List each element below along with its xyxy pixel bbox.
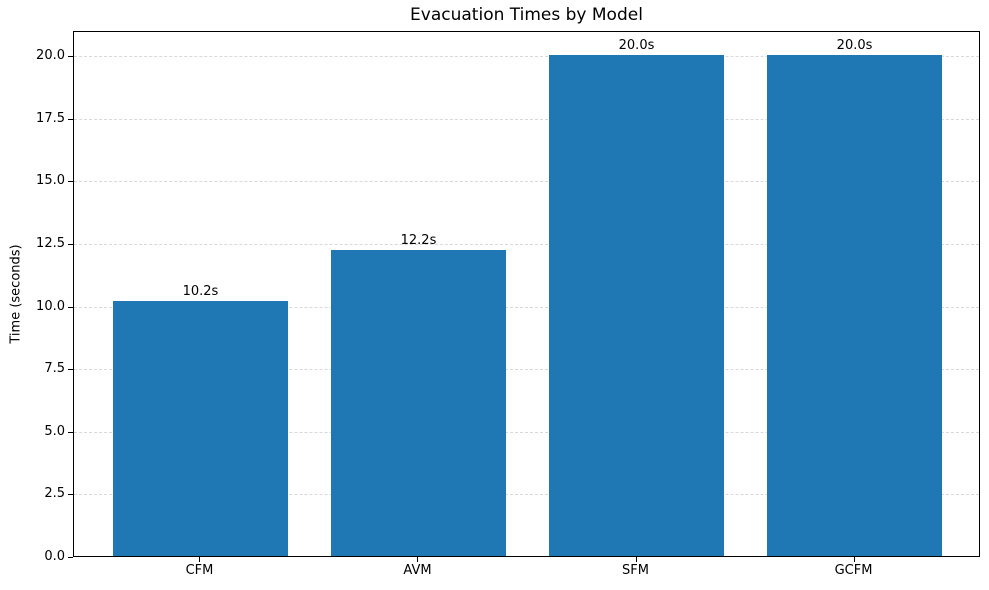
y-axis-label: Time (seconds) bbox=[8, 244, 24, 344]
bar-value-label: 10.2s bbox=[182, 283, 219, 299]
y-tick-mark bbox=[68, 494, 73, 496]
gridline bbox=[74, 181, 979, 183]
gridline bbox=[74, 243, 979, 245]
x-tick-label: SFM bbox=[622, 563, 649, 578]
chart-title: Evacuation Times by Model bbox=[410, 5, 643, 25]
y-tick-label: 0.0 bbox=[44, 549, 65, 564]
y-tick-mark bbox=[68, 118, 73, 120]
bar-value-label: 12.2s bbox=[400, 233, 437, 249]
gridline bbox=[74, 56, 979, 58]
gridline bbox=[74, 431, 979, 433]
bar bbox=[331, 250, 506, 556]
bar bbox=[549, 55, 724, 556]
y-tick-mark bbox=[68, 306, 73, 308]
x-tick-mark bbox=[635, 557, 637, 562]
bar-value-label: 20.0s bbox=[618, 38, 655, 54]
y-tick-mark bbox=[68, 243, 73, 245]
y-tick-mark bbox=[68, 431, 73, 433]
y-tick-label: 10.0 bbox=[36, 298, 65, 314]
y-tick-mark bbox=[68, 181, 73, 183]
x-tick-mark bbox=[853, 557, 855, 562]
gridline bbox=[74, 369, 979, 371]
y-tick-label: 7.5 bbox=[44, 361, 65, 377]
y-tick-mark bbox=[68, 56, 73, 58]
y-tick-label: 5.0 bbox=[44, 423, 65, 439]
gridline bbox=[74, 494, 979, 496]
y-tick-label: 15.0 bbox=[36, 173, 65, 189]
y-tick-label: 20.0 bbox=[36, 48, 65, 64]
x-tick-label: AVM bbox=[403, 563, 432, 578]
x-tick-mark bbox=[199, 557, 201, 562]
bar bbox=[113, 300, 288, 556]
y-tick-label: 2.5 bbox=[44, 486, 65, 502]
bar-value-label: 20.0s bbox=[836, 38, 873, 54]
y-tick-label: 17.5 bbox=[36, 110, 65, 126]
y-tick-mark bbox=[68, 369, 73, 371]
x-tick-mark bbox=[417, 557, 419, 562]
y-tick-label: 12.5 bbox=[36, 235, 65, 251]
plot-area: 10.2s 12.2s 20.0s 20.0s bbox=[73, 31, 980, 557]
gridline bbox=[74, 306, 979, 308]
y-tick-mark bbox=[68, 557, 73, 558]
x-tick-label: CFM bbox=[185, 563, 214, 578]
gridline bbox=[74, 118, 979, 120]
bar bbox=[767, 55, 942, 556]
x-tick-label: GCFM bbox=[834, 563, 873, 578]
